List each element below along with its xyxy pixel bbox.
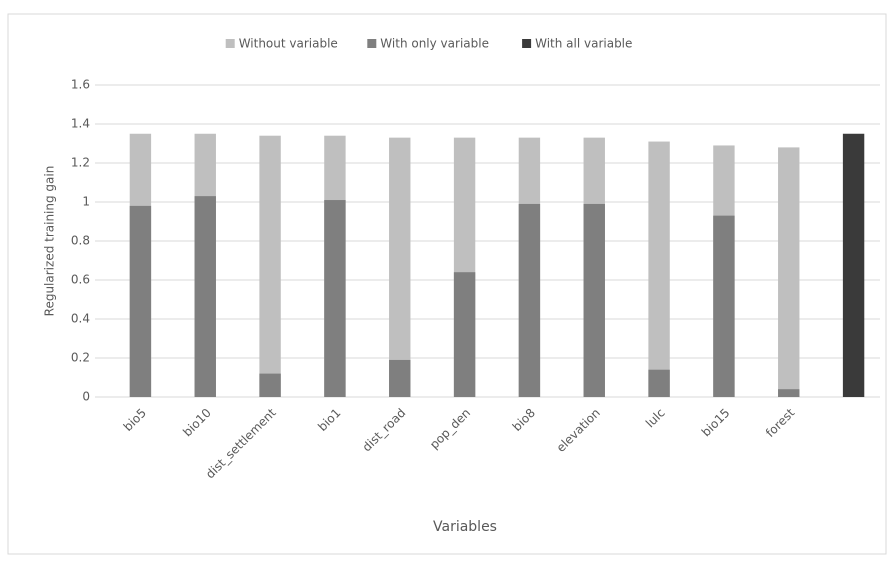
bar bbox=[778, 389, 800, 397]
bar bbox=[259, 373, 281, 397]
bar bbox=[648, 141, 670, 397]
bar bbox=[129, 205, 152, 397]
chart-border bbox=[7, 13, 887, 555]
legend-swatch bbox=[522, 39, 532, 48]
bar bbox=[259, 135, 281, 397]
bar bbox=[453, 272, 476, 397]
x-axis-title: Variables bbox=[433, 519, 497, 535]
legend-label: With all variable bbox=[535, 37, 632, 51]
y-tick-label: 1.2 bbox=[71, 156, 90, 170]
bar bbox=[648, 369, 670, 397]
legend-label: Without variable bbox=[239, 37, 338, 51]
bar bbox=[389, 137, 411, 397]
y-tick-label: 0.8 bbox=[71, 234, 90, 248]
legend-swatch bbox=[367, 39, 377, 48]
y-tick-label: 0.4 bbox=[71, 312, 90, 326]
bar bbox=[842, 133, 865, 397]
y-tick-label: 1 bbox=[82, 195, 90, 209]
bar bbox=[194, 196, 216, 397]
bar bbox=[518, 203, 541, 397]
legend-label: With only variable bbox=[380, 37, 489, 51]
y-tick-label: 1.6 bbox=[71, 78, 90, 92]
legend-swatch bbox=[225, 39, 235, 48]
y-tick-label: 0.2 bbox=[71, 351, 90, 365]
bar bbox=[778, 147, 800, 397]
bar bbox=[324, 200, 346, 397]
bar bbox=[389, 359, 411, 397]
bar bbox=[713, 215, 735, 397]
y-tick-label: 0.6 bbox=[71, 273, 90, 287]
y-tick-label: 0 bbox=[82, 390, 90, 404]
y-axis-title: Regularized training gain bbox=[43, 166, 57, 317]
bar bbox=[583, 203, 605, 397]
y-tick-label: 1.4 bbox=[71, 117, 90, 131]
